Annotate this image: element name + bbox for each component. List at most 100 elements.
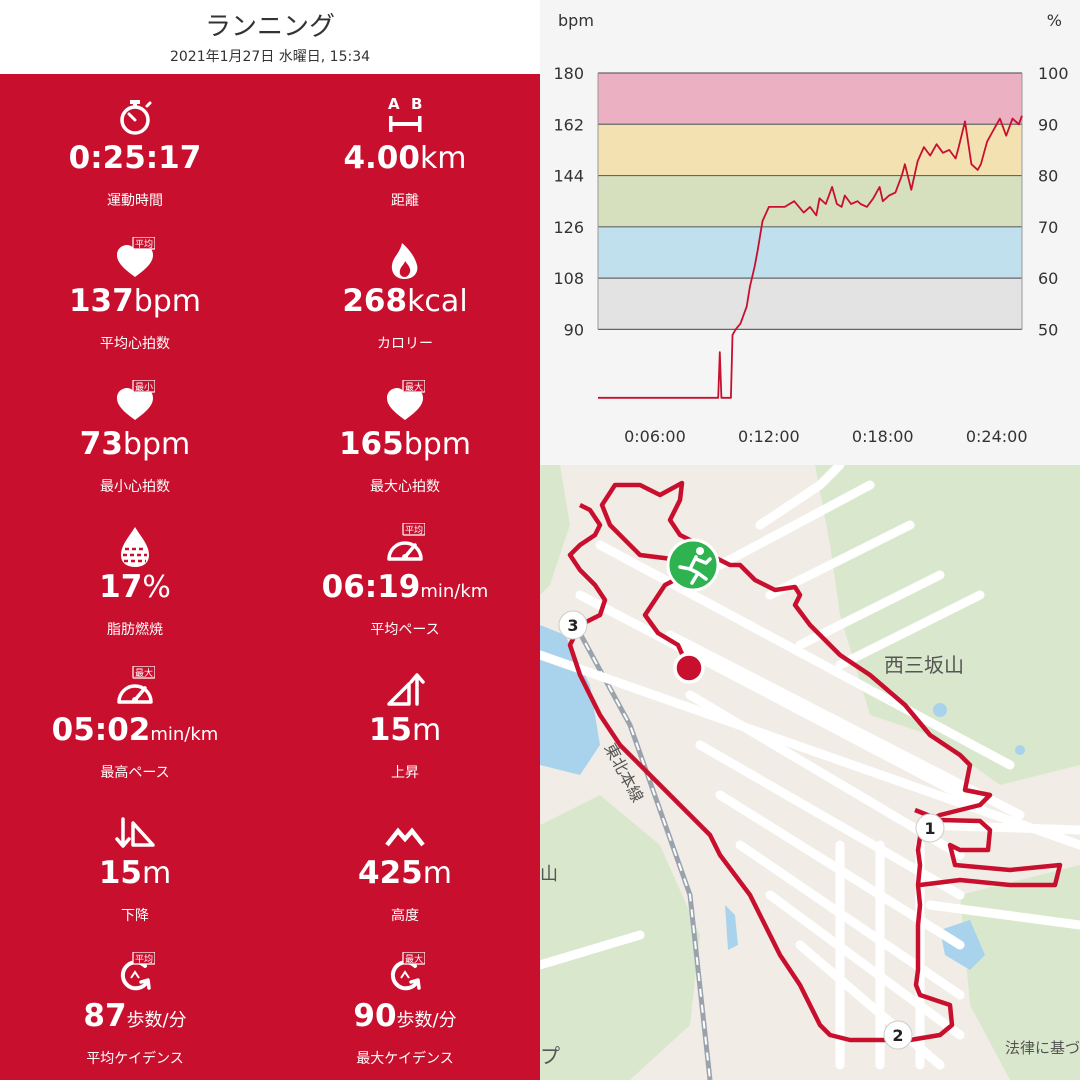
badge: 平均 — [402, 523, 425, 536]
stat-value: 06:19min/km — [270, 569, 540, 605]
descent-icon — [115, 817, 155, 848]
place-label-edge: プ — [540, 1044, 560, 1068]
badge: 最小 — [132, 380, 155, 393]
stat-label: 運動時間 — [107, 193, 163, 209]
stat-label: 上昇 — [391, 765, 419, 781]
stat-下降: 15m 下降 — [0, 801, 270, 944]
stat-脂肪燃焼: 17% 脂肪燃焼 — [0, 515, 270, 658]
y-tick-label: 180 — [553, 64, 584, 83]
stat-value: 05:02min/km — [0, 712, 270, 748]
y2-tick-label: 50 — [1038, 320, 1058, 339]
y2-tick-label: 70 — [1038, 218, 1058, 237]
stat-value: 165bpm — [270, 426, 540, 462]
stat-unit: m — [422, 856, 452, 891]
svg-text:平均: 平均 — [135, 238, 153, 250]
altitude-icon — [385, 827, 425, 847]
running-route — [642, 569, 694, 666]
x-tick-label: 0:18:00 — [852, 427, 914, 446]
hr-zone-band — [598, 175, 1022, 227]
stat-unit: kcal — [407, 284, 468, 319]
y2-axis-label: % — [1047, 11, 1062, 30]
svg-text:最大: 最大 — [135, 667, 153, 679]
stat-value: 15m — [270, 712, 540, 748]
heart-rate-chart: 90 108 126 144 162 180 50 60 70 80 90 100 0:06:00 0:1… — [540, 0, 1080, 465]
split-marker-1[interactable]: 1 — [915, 813, 945, 843]
heart-rate-line — [598, 115, 1023, 399]
stopwatch-icon — [120, 100, 152, 135]
stat-label: 平均ケイデンス — [86, 1051, 184, 1067]
workout-datetime: 2021年1月27日 水曜日, 15:34 — [169, 49, 371, 65]
route-map[interactable]: 西三坂山 山 プ 法律に基づ 東北本線 1 2 3 — [540, 465, 1080, 1080]
railway-line — [569, 614, 711, 1080]
ascent-icon — [387, 673, 425, 706]
stat-平均ペース: 平均 06:19min/km 平均ペース — [270, 515, 540, 658]
svg-text:3: 3 — [567, 616, 578, 635]
stat-unit: min/km — [420, 581, 489, 602]
hr-zone-band — [598, 278, 1022, 330]
hr-zone-band — [598, 226, 1022, 279]
stat-number: 268 — [342, 283, 408, 319]
hr-zone-band — [598, 73, 1022, 125]
y-tick-label: 144 — [553, 167, 584, 186]
stat-value: 0:25:17 — [0, 140, 270, 176]
split-marker-2[interactable]: 2 — [883, 1020, 913, 1050]
water-pond — [1015, 745, 1025, 755]
stat-unit: bpm — [122, 427, 191, 462]
stat-number: 15 — [368, 712, 412, 748]
heart-icon: 最大 — [387, 380, 425, 420]
stat-number: 4.00 — [343, 140, 420, 176]
stat-平均ケイデンス: 平均 87歩数/分平均ケイデンス — [0, 944, 270, 1087]
stat-value: 137bpm — [0, 283, 270, 319]
x-tick-label: 0:24:00 — [966, 427, 1028, 446]
stat-label: 距離 — [391, 193, 419, 209]
speedometer-icon: 最大 — [117, 666, 155, 704]
stat-最小心拍数: 最小 73bpm 最小心拍数 — [0, 372, 270, 515]
workout-title: ランニング — [204, 12, 335, 42]
stat-unit: % — [142, 570, 171, 605]
badge: 平均 — [132, 952, 155, 965]
svg-text:A: A — [388, 95, 400, 113]
stat-number: 90 — [353, 998, 397, 1034]
stat-unit: 歩数/分 — [396, 1010, 457, 1031]
stat-label: 最大ケイデンス — [356, 1051, 454, 1067]
badge: 最大 — [132, 666, 155, 679]
stat-高度: 425m 高度 — [270, 801, 540, 944]
green-area — [815, 465, 1080, 785]
stats-panel: ランニング 2021年1月27日 水曜日, 15:34 0:25:17 運動時間 A… — [0, 0, 540, 1080]
running-route — [914, 807, 1063, 888]
stat-number: 17 — [99, 569, 143, 605]
stat-unit: bpm — [403, 427, 472, 462]
heart-rate-chart-svg: 90 108 126 144 162 180 50 60 70 80 90 100 0:06:00 0:1… — [553, 11, 1068, 446]
stat-label: 平均心拍数 — [100, 336, 170, 352]
route-map-svg: 西三坂山 山 プ 法律に基づ 東北本線 1 2 3 — [540, 465, 1080, 1080]
svg-text:最小: 最小 — [135, 382, 153, 393]
fat-burn-icon — [121, 527, 149, 567]
stat-label: 下降 — [121, 908, 149, 924]
y-axis-label: bpm — [558, 11, 594, 30]
running-man-icon[interactable] — [666, 538, 720, 592]
stat-label: 最高ペース — [100, 765, 170, 781]
place-label: 西三坂山 — [884, 653, 964, 677]
stat-number: 73 — [79, 426, 123, 462]
cadence-icon: 最大 — [390, 952, 425, 991]
green-area — [540, 465, 570, 595]
heart-icon: 平均 — [117, 237, 155, 277]
stat-number: 87 — [83, 998, 127, 1034]
stat-number: 05:02 — [51, 712, 151, 748]
stat-value: 73bpm — [0, 426, 270, 462]
stat-運動時間: 0:25:17 運動時間 — [0, 86, 270, 229]
workout-header: ランニング 2021年1月27日 水曜日, 15:34 — [0, 0, 540, 74]
stat-number: 15 — [98, 855, 142, 891]
svg-text:B: B — [411, 95, 422, 113]
stat-unit: m — [411, 713, 442, 748]
svg-text:最大: 最大 — [405, 381, 423, 393]
finish-dot-icon[interactable] — [673, 652, 705, 684]
map-legal-text[interactable]: 法律に基づ — [1005, 1039, 1080, 1057]
stat-最高ペース: 最大 05:02min/km 最高ペース — [0, 658, 270, 801]
stat-value: 87歩数/分 — [0, 998, 270, 1034]
stat-number: 137 — [68, 283, 134, 319]
stat-label: 高度 — [391, 908, 419, 924]
split-marker-3[interactable]: 3 — [558, 610, 588, 640]
stat-unit: km — [419, 141, 467, 176]
stat-number: 06:19 — [321, 569, 421, 605]
